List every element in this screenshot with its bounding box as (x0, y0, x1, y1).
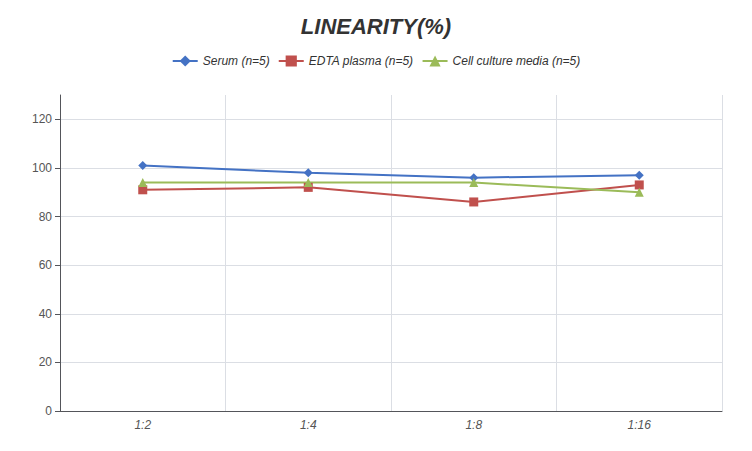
svg-text:20: 20 (39, 355, 53, 369)
svg-text:1:2: 1:2 (134, 418, 151, 432)
svg-text:0: 0 (45, 404, 52, 418)
svg-text:Serum (n=5): Serum (n=5) (203, 54, 270, 68)
svg-text:80: 80 (39, 210, 53, 224)
svg-text:1:8: 1:8 (465, 418, 482, 432)
svg-text:1:4: 1:4 (300, 418, 317, 432)
svg-text:60: 60 (39, 258, 53, 272)
svg-text:40: 40 (39, 307, 53, 321)
svg-text:120: 120 (32, 112, 52, 126)
svg-text:Cell culture media (n=5): Cell culture media (n=5) (453, 54, 581, 68)
svg-text:EDTA plasma (n=5): EDTA plasma (n=5) (309, 54, 413, 68)
svg-text:100: 100 (32, 161, 52, 175)
svg-text:LINEARITY(%): LINEARITY(%) (301, 14, 451, 39)
svg-text:1:16: 1:16 (628, 418, 652, 432)
